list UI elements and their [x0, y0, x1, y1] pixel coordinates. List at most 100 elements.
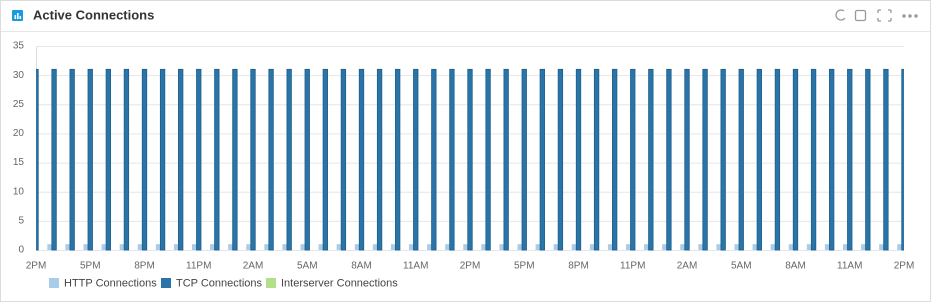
- bar: [137, 244, 143, 250]
- bar: [612, 68, 618, 251]
- y-tick-label: 5: [18, 215, 24, 226]
- bar: [354, 244, 360, 250]
- bar: [268, 68, 274, 251]
- bar: [101, 244, 107, 250]
- chart-icon-bar: [19, 16, 22, 19]
- bar: [571, 244, 577, 250]
- bar: [65, 244, 70, 250]
- bar: [648, 68, 654, 251]
- bar: [105, 68, 111, 251]
- bar: [539, 68, 545, 251]
- bar: [449, 68, 455, 251]
- bar: [409, 244, 414, 250]
- bar: [575, 68, 582, 251]
- y-tick-label: 25: [13, 99, 25, 110]
- plot-area: [36, 68, 904, 251]
- bar: [485, 68, 491, 251]
- x-tick-label: 11AM: [403, 261, 428, 272]
- legend-label: HTTP Connections: [64, 277, 157, 289]
- bar: [69, 68, 75, 251]
- bar: [467, 68, 473, 251]
- bar: [210, 244, 215, 250]
- bar: [517, 244, 522, 250]
- x-tick-label: 5PM: [80, 261, 101, 272]
- bar: [843, 244, 848, 250]
- x-tick-label: 5AM: [731, 261, 752, 272]
- bar: [214, 68, 220, 251]
- bar: [264, 244, 269, 250]
- bar: [427, 244, 432, 250]
- bar: [358, 68, 365, 251]
- x-tick-label: 2PM: [894, 261, 915, 272]
- y-tick-label: 30: [13, 70, 25, 81]
- bar: [232, 68, 238, 251]
- bar: [897, 244, 902, 250]
- bar: [702, 68, 708, 251]
- bar: [752, 244, 758, 250]
- legend-swatch: [266, 278, 276, 288]
- x-tick-label: 8PM: [134, 261, 155, 272]
- bar: [322, 68, 328, 251]
- x-tick-label: 11AM: [837, 261, 862, 272]
- bar: [51, 68, 57, 251]
- bar: [119, 244, 125, 250]
- x-tick-label: 2PM: [26, 261, 47, 272]
- bar: [431, 68, 437, 251]
- bar: [824, 244, 830, 250]
- y-tick-label: 35: [13, 41, 25, 52]
- refresh-button[interactable]: [835, 9, 846, 21]
- bar: [83, 244, 88, 250]
- bar: [47, 244, 52, 250]
- minimize-button[interactable]: [854, 9, 867, 22]
- bar: [734, 244, 739, 250]
- bar: [553, 244, 559, 250]
- bar: [535, 244, 541, 250]
- bar: [557, 68, 564, 251]
- bar: [192, 244, 197, 250]
- bar: [123, 68, 130, 251]
- x-tick-label: 2AM: [677, 261, 698, 272]
- more-button[interactable]: [908, 14, 912, 18]
- more-button[interactable]: [902, 14, 906, 18]
- bar: [607, 244, 613, 250]
- x-tick-label: 5AM: [297, 261, 318, 272]
- bar: [246, 244, 251, 250]
- bar: [336, 244, 342, 250]
- bar: [847, 68, 853, 251]
- bar: [593, 68, 600, 251]
- bar: [499, 244, 504, 250]
- bar: [644, 244, 649, 250]
- legend-label: Interserver Connections: [281, 277, 398, 289]
- bar: [300, 244, 305, 250]
- bar: [413, 68, 419, 251]
- x-tick-label: 11PM: [620, 261, 645, 272]
- bar: [680, 244, 685, 250]
- x-tick-label: 11PM: [186, 261, 211, 272]
- bar: [589, 244, 595, 250]
- bar: [318, 244, 324, 250]
- legend-swatch: [161, 278, 171, 288]
- bar: [662, 244, 667, 250]
- bar: [879, 244, 884, 250]
- x-tick-label: 8PM: [568, 261, 589, 272]
- x-tick-label: 8AM: [785, 261, 806, 272]
- more-button[interactable]: [914, 14, 918, 18]
- bar: [720, 68, 726, 251]
- bar: [503, 68, 509, 251]
- bar: [626, 244, 631, 250]
- bar: [738, 68, 744, 251]
- bar: [698, 244, 703, 250]
- bar: [829, 68, 835, 251]
- bar: [792, 68, 799, 251]
- bar: [445, 244, 450, 250]
- chart-icon-bar: [17, 13, 19, 19]
- x-tick-label: 8AM: [351, 261, 372, 272]
- bar: [304, 68, 310, 251]
- fullscreen-button[interactable]: [877, 9, 892, 22]
- bar: [250, 68, 256, 251]
- bar: [141, 68, 148, 251]
- bar: [159, 68, 166, 251]
- bar: [390, 244, 396, 250]
